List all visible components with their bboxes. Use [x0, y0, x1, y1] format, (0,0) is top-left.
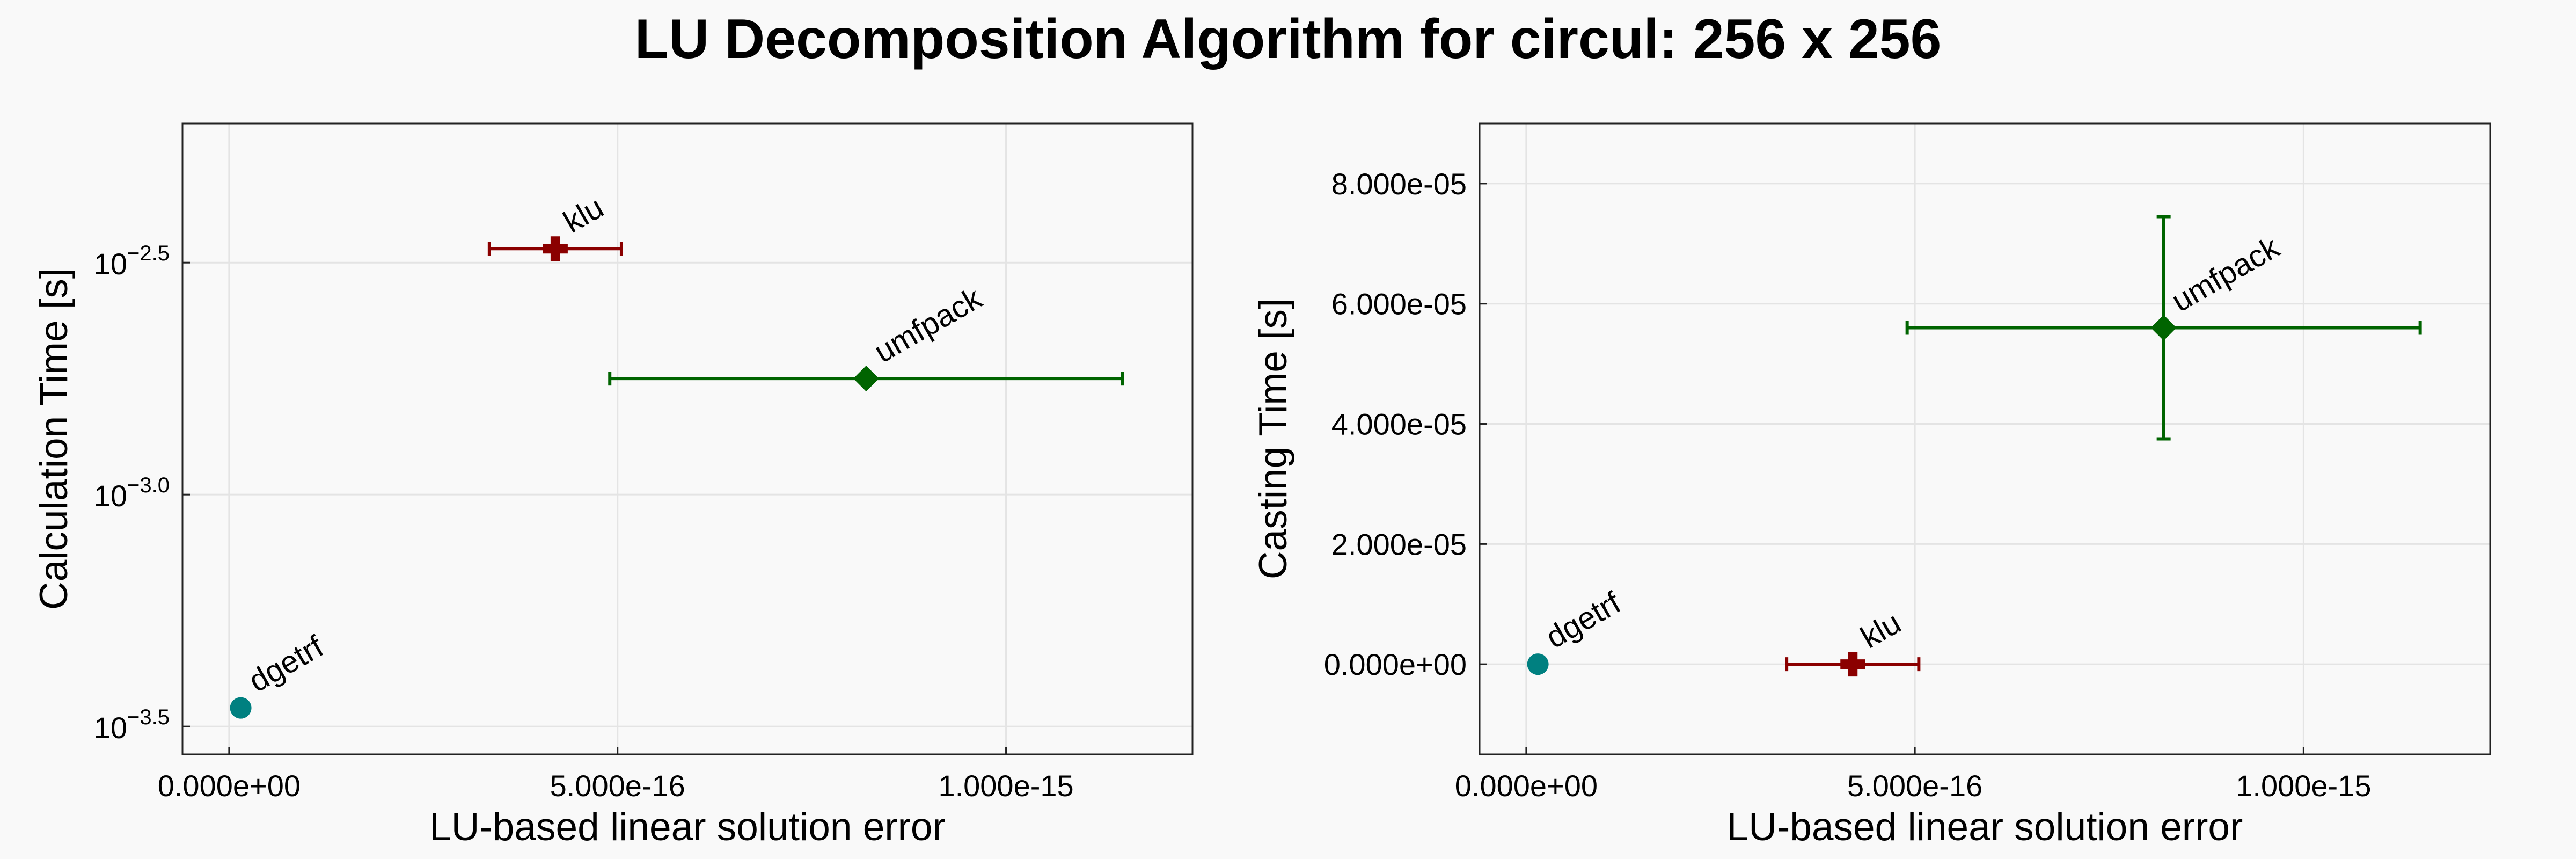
y-tick-exponent: −3.0 [127, 474, 170, 497]
dgetrf-marker [230, 697, 252, 719]
figure-title: LU Decomposition Algorithm for circul: 2… [635, 8, 1942, 70]
x-axis-label: LU-based linear solution error [429, 805, 946, 849]
x-tick-label: 5.000e-16 [1847, 769, 1982, 803]
casting-time-panel: 0.000e+00 5.000e-16 1.000e-15 0.000e+00 2.00… [1252, 122, 2491, 849]
x-tick-label: 1.000e-15 [2236, 769, 2371, 803]
plot-area [181, 122, 1194, 755]
x-tick-label: 5.000e-16 [550, 769, 685, 803]
y-tick-exponent: −3.5 [127, 705, 170, 729]
y-axis-label: Casting Time [s] [1252, 299, 1295, 579]
y-tick-base: 10 [94, 479, 127, 513]
y-tick-base: 10 [94, 247, 127, 281]
umfpack-marker [2150, 315, 2177, 341]
dgetrf-marker [1527, 653, 1549, 675]
plot-frame [181, 122, 1194, 755]
y-tick-label: 0.000e+00 [1324, 647, 1467, 681]
x-tick-label: 0.000e+00 [158, 769, 301, 803]
klu-marker [543, 236, 568, 261]
y-tick-base: 10 [94, 711, 127, 745]
x-tick-label: 1.000e-15 [938, 769, 1073, 803]
y-tick-label: 10−2.5 [94, 242, 170, 281]
x-tick-label: 0.000e+00 [1455, 769, 1598, 803]
plot-area [1479, 122, 2491, 755]
plot-frame [1479, 122, 2491, 755]
calculation-time-panel: 0.000e+00 5.000e-16 1.000e-1510−3.510−3.01… [32, 122, 1194, 849]
y-tick-label: 10−3.0 [94, 474, 170, 513]
y-tick-label: 4.000e-05 [1331, 407, 1467, 441]
y-tick-label: 6.000e-05 [1331, 287, 1467, 321]
y-tick-label: 2.000e-05 [1331, 527, 1467, 561]
x-axis-label: LU-based linear solution error [1727, 805, 2243, 849]
y-tick-label: 8.000e-05 [1331, 167, 1467, 201]
y-tick-label: 10−3.5 [94, 705, 170, 745]
y-tick-exponent: −2.5 [127, 242, 170, 265]
y-axis-label: Calculation Time [s] [32, 268, 76, 610]
klu-marker [1840, 652, 1865, 677]
umfpack-marker [853, 366, 879, 392]
